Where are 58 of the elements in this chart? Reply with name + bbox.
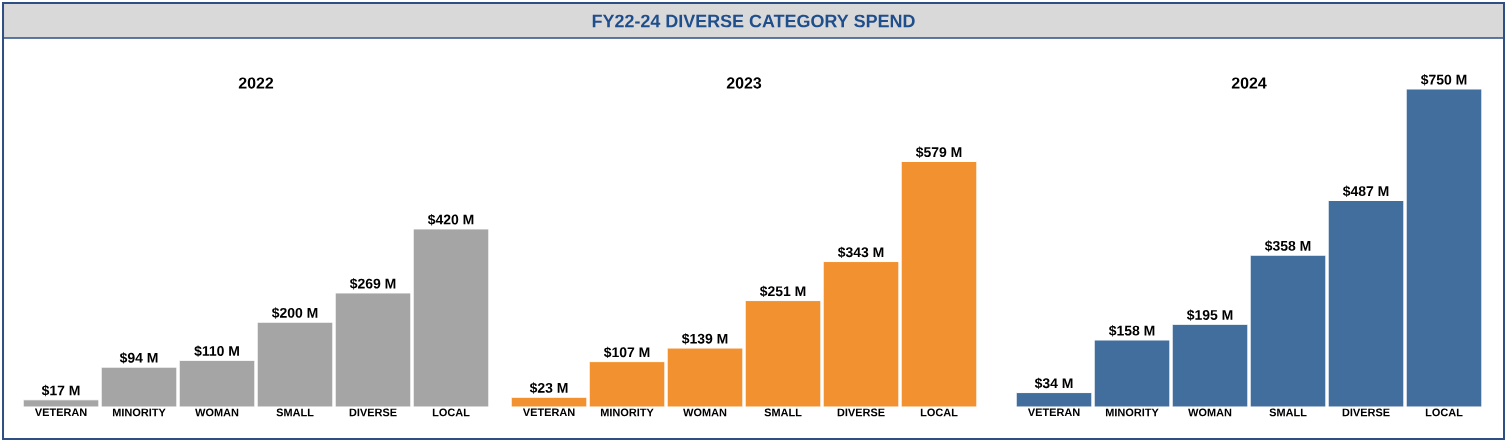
x-tick-label: LOCAL (432, 408, 470, 417)
x-tick-label: WOMAN (195, 408, 239, 417)
data-label: $358 M (1264, 240, 1311, 252)
x-tick-label: MINORITY (600, 408, 654, 417)
bar (22, 399, 100, 408)
bar (510, 396, 588, 408)
bar (588, 361, 666, 408)
x-tick-label: MINORITY (1105, 408, 1159, 417)
data-label: $251 M (759, 285, 806, 298)
data-label: $750 M (1420, 74, 1467, 86)
data-label: $269 M (349, 278, 396, 290)
data-label: $579 M (915, 146, 962, 158)
bar (900, 160, 978, 408)
data-label: $107 M (603, 346, 650, 359)
x-tick-label: VETERAN (34, 408, 87, 417)
bar (744, 300, 822, 408)
x-tick-label: MINORITY (112, 408, 166, 417)
data-label: $139 M (681, 333, 728, 345)
bar (256, 321, 334, 408)
x-tick-label: LOCAL (1425, 408, 1463, 417)
data-label: $23 M (529, 382, 568, 394)
data-label: $34 M (1034, 377, 1073, 390)
data-label: $200 M (271, 307, 318, 319)
data-label: $343 M (837, 246, 884, 259)
x-tick-label: WOMAN (683, 408, 727, 417)
x-tick-label: VETERAN (522, 408, 575, 417)
bar (178, 359, 256, 408)
bar (100, 366, 178, 408)
chart-title: 2023 (726, 77, 762, 89)
x-tick-label: WOMAN (1188, 408, 1232, 417)
bar (412, 228, 490, 408)
bar (1405, 88, 1483, 408)
x-tick-label: DIVERSE (837, 408, 885, 417)
bar (1015, 392, 1093, 408)
chart-title: 2024 (1231, 77, 1267, 89)
data-label: $110 M (194, 345, 239, 357)
bar (666, 347, 744, 408)
x-tick-label: VETERAN (1027, 408, 1080, 417)
bar (1249, 254, 1327, 408)
bar (822, 261, 900, 408)
data-label: $94 M (119, 352, 158, 364)
x-tick-label: LOCAL (920, 408, 958, 417)
x-tick-label: SMALL (1269, 408, 1307, 417)
x-tick-label: SMALL (276, 408, 314, 417)
data-label: $195 M (1186, 309, 1233, 321)
data-label: $487 M (1342, 185, 1389, 197)
x-tick-label: DIVERSE (349, 408, 397, 417)
x-tick-label: SMALL (764, 408, 802, 417)
text: FY22-24 DIVERSE CATEGORY SPEND (592, 14, 915, 28)
data-label: $420 M (427, 213, 474, 226)
bar (1171, 323, 1249, 408)
bar (334, 292, 412, 408)
chart-title: 2022 (238, 77, 274, 89)
data-label: $17 M (41, 384, 80, 397)
data-label: $158 M (1108, 325, 1155, 337)
x-tick-label: DIVERSE (1342, 408, 1390, 417)
bar (1327, 200, 1405, 408)
bar (1093, 339, 1171, 408)
